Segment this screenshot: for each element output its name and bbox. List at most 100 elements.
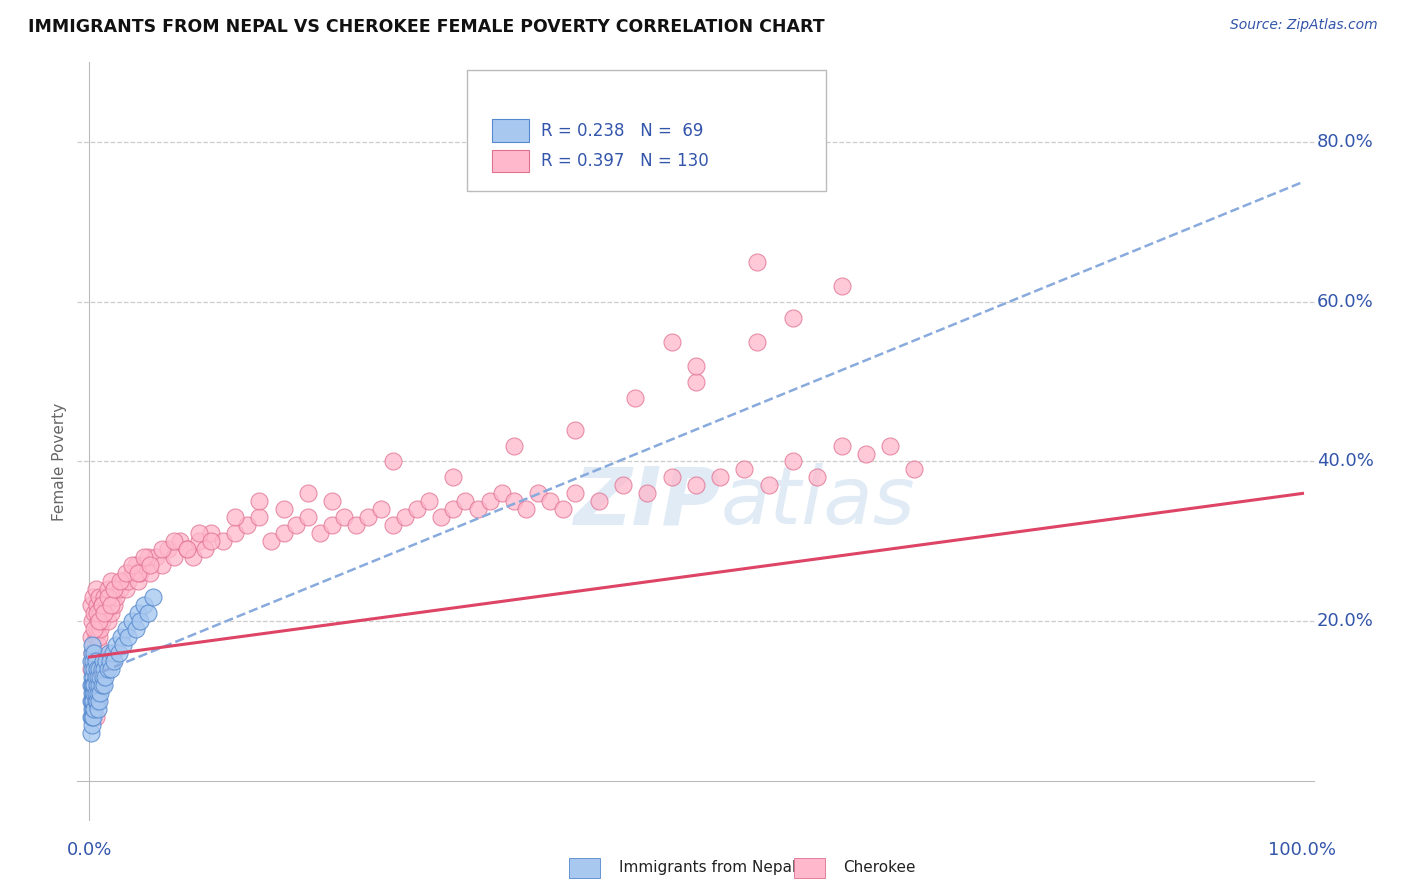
Point <box>84 654 107 668</box>
Point <box>194 542 217 557</box>
Point <box>150 558 173 573</box>
Point <box>503 438 526 452</box>
Text: 60.0%: 60.0% <box>1317 293 1374 311</box>
Point <box>187 526 209 541</box>
Text: 0.0%: 0.0% <box>66 840 112 859</box>
Point <box>80 646 103 660</box>
Point <box>381 454 404 468</box>
Point <box>96 654 118 668</box>
Point <box>89 630 111 644</box>
Point <box>527 486 550 500</box>
Point <box>150 542 173 557</box>
Text: Cherokee: Cherokee <box>844 860 917 874</box>
Point <box>79 662 101 676</box>
Point <box>685 375 707 389</box>
Point <box>82 678 104 692</box>
Point <box>82 638 104 652</box>
Point <box>879 438 901 452</box>
Point <box>86 598 108 612</box>
Point <box>117 574 139 589</box>
Point <box>80 718 103 732</box>
Point <box>83 646 105 660</box>
Point <box>132 598 155 612</box>
Point <box>394 510 416 524</box>
Point <box>115 566 138 581</box>
Point <box>129 566 152 581</box>
Point <box>82 702 104 716</box>
Point <box>86 694 108 708</box>
Point <box>89 694 111 708</box>
Point <box>110 630 132 644</box>
Point <box>80 670 103 684</box>
Point <box>97 614 120 628</box>
Point <box>200 534 222 549</box>
Point <box>260 534 283 549</box>
Point <box>344 518 367 533</box>
Point <box>83 686 105 700</box>
Point <box>224 510 246 524</box>
Point <box>90 598 112 612</box>
Point <box>94 670 117 684</box>
Point <box>734 462 756 476</box>
Point <box>115 622 138 636</box>
Point <box>903 462 925 476</box>
Point <box>89 670 111 684</box>
Point <box>782 454 804 468</box>
Point <box>83 678 105 692</box>
Point <box>745 334 768 349</box>
Point <box>90 678 112 692</box>
Point <box>564 486 586 500</box>
Point <box>624 391 647 405</box>
Text: R = 0.397   N = 130: R = 0.397 N = 130 <box>541 152 709 170</box>
Point <box>105 638 128 652</box>
Point <box>127 566 149 581</box>
Text: IMMIGRANTS FROM NEPAL VS CHEROKEE FEMALE POVERTY CORRELATION CHART: IMMIGRANTS FROM NEPAL VS CHEROKEE FEMALE… <box>28 18 825 36</box>
Point <box>97 582 120 597</box>
Point <box>515 502 537 516</box>
Point <box>89 606 111 620</box>
Point <box>212 534 235 549</box>
Point <box>93 678 115 692</box>
Point <box>80 654 103 668</box>
Point <box>136 550 159 565</box>
Point <box>93 662 115 676</box>
Point <box>108 574 131 589</box>
Point <box>84 686 107 700</box>
Point <box>83 662 105 676</box>
Point <box>83 622 105 636</box>
Point <box>181 550 204 565</box>
Point <box>117 630 139 644</box>
Text: Source: ZipAtlas.com: Source: ZipAtlas.com <box>1230 18 1378 32</box>
Point <box>86 606 108 620</box>
Point <box>297 510 319 524</box>
Text: 20.0%: 20.0% <box>1317 612 1374 630</box>
Point <box>141 590 163 604</box>
Point <box>86 678 108 692</box>
Point <box>93 606 115 620</box>
Text: ZIP: ZIP <box>574 463 721 541</box>
Point <box>80 694 103 708</box>
FancyBboxPatch shape <box>492 120 529 142</box>
Point <box>321 494 343 508</box>
Point <box>503 494 526 508</box>
Point <box>83 662 105 676</box>
Point <box>163 534 186 549</box>
Point <box>163 550 186 565</box>
Point <box>89 590 111 604</box>
Point <box>441 502 464 516</box>
Point <box>87 702 110 716</box>
Point <box>112 574 135 589</box>
Point <box>709 470 731 484</box>
Point <box>441 470 464 484</box>
Point <box>176 542 198 557</box>
Point <box>758 478 780 492</box>
Point <box>89 678 111 692</box>
Point <box>127 574 149 589</box>
Point <box>87 614 110 628</box>
Point <box>157 542 180 557</box>
Text: 40.0%: 40.0% <box>1317 452 1374 470</box>
Point <box>91 670 114 684</box>
Point <box>103 654 125 668</box>
Point <box>93 606 115 620</box>
Point <box>100 598 122 612</box>
